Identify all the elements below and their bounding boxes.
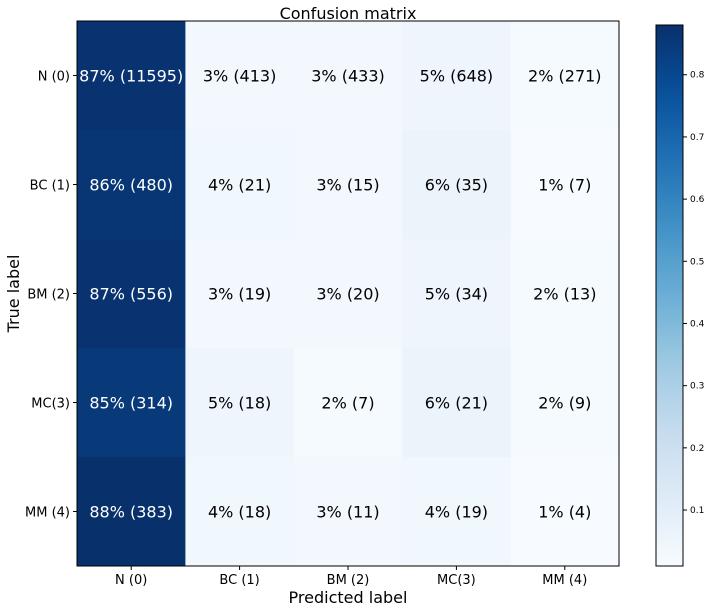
x-tick-label: N (0) [115,573,147,588]
colorbar-tick-label: 0.2 [690,444,704,454]
heatmap-cell [185,130,295,240]
cell-label: 6% (35) [425,176,488,195]
cell-label: 3% (413) [203,67,277,86]
heatmap-cell [77,457,186,567]
y-tick-label: BM (2) [27,288,70,303]
cell-label: 87% (556) [89,285,173,304]
cell-label: 88% (383) [89,503,173,522]
cell-label: 3% (11) [316,503,379,522]
heatmap-cell [185,239,295,349]
y-tick-label: N (0) [38,70,70,85]
heatmap-cell [77,348,186,458]
heatmap-cell [510,130,620,240]
y-tick-label: MM (4) [25,506,70,521]
x-tick-label: BC (1) [219,573,259,588]
cell-label: 3% (433) [311,67,385,86]
cell-label: 4% (18) [208,503,271,522]
colorbar-tick-label: 0.4 [690,319,705,329]
heatmap-cell [293,348,403,458]
colorbar-tick-label: 0.5 [690,257,704,267]
cell-label: 5% (18) [208,394,271,413]
heatmap-cell [185,348,295,458]
cell-label: 5% (648) [420,67,494,86]
y-tick-label: BC (1) [30,179,70,194]
cell-label: 1% (4) [538,503,591,522]
heatmap-cell [185,457,295,567]
y-tick-label: MC(3) [31,397,70,412]
x-tick-label: BM (2) [327,573,370,588]
heatmap-cell [185,21,295,131]
cell-label: 2% (271) [528,67,602,86]
colorbar-tick-label: 0.6 [690,195,705,205]
y-axis-label: True label [4,255,23,334]
colorbar-tick-label: 0.1 [690,506,704,516]
x-axis-ticks: N (0) BC (1) BM (2) MC(3) MM (4) [115,566,587,588]
heatmap-cell [510,21,620,131]
heatmap-cells: 87% (11595) 3% (413) 3% (433) 5% (648) 2% (2… [77,21,620,567]
cell-label: 86% (480) [89,176,173,195]
colorbar-tick-label: 0.7 [690,133,704,143]
x-tick-label: MM (4) [542,573,587,588]
heatmap-cell [510,457,620,567]
cell-label: 3% (19) [208,285,271,304]
x-axis-label: Predicted label [289,588,408,607]
cell-label: 3% (20) [316,285,379,304]
heatmap-cell [402,348,512,458]
heatmap-cell [402,457,512,567]
colorbar-ticks: 0.1 0.2 0.3 0.4 0.5 0.6 0.7 0.8 [683,71,705,516]
x-tick-label: MC(3) [437,573,476,588]
colorbar [655,24,684,567]
heatmap-cell [510,239,620,349]
cell-label: 2% (13) [533,285,596,304]
heatmap-cell [510,348,620,458]
heatmap-cell [293,239,403,349]
cell-label: 85% (314) [89,394,173,413]
cell-label: 87% (11595) [79,67,183,86]
cell-label: 2% (9) [538,394,591,413]
cell-label: 2% (7) [321,394,374,413]
heatmap-cell [402,21,512,131]
colorbar-tick-label: 0.8 [690,71,705,81]
cell-label: 4% (19) [425,503,488,522]
heatmap-cell [293,21,403,131]
heatmap-cell [402,239,512,349]
cell-label: 4% (21) [208,176,271,195]
cell-label: 3% (15) [316,176,379,195]
y-axis-ticks: N (0) BC (1) BM (2) MC(3) MM (4) [25,70,77,521]
cell-label: 1% (7) [538,176,591,195]
heatmap-cell [77,239,186,349]
cell-label: 6% (21) [425,394,488,413]
heatmap-cell [293,457,403,567]
heatmap-cell [293,130,403,240]
heatmap-cell [77,130,186,240]
cell-label: 5% (34) [425,285,488,304]
colorbar-tick-label: 0.3 [690,382,704,392]
heatmap-cell [402,130,512,240]
heatmap-cell [77,21,186,131]
chart-title: Confusion matrix [280,4,417,23]
